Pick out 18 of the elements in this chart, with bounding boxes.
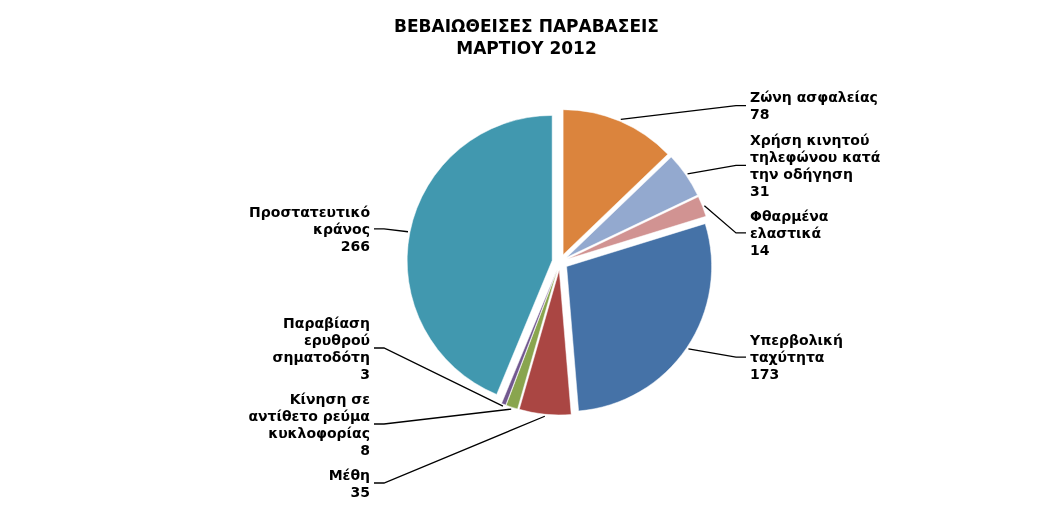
data-label: 173	[750, 366, 780, 383]
slice-label: Ζώνη ασφαλείας	[750, 89, 878, 106]
chart-subtitle: ΜΑΡΤΙΟΥ 2012	[456, 38, 597, 58]
slice-label: Προστατευτικό κράνος	[249, 203, 371, 237]
data-label: 78	[750, 106, 770, 123]
data-label: 14	[750, 241, 770, 258]
data-label: 266	[340, 237, 370, 254]
slice-label: Χρήση κινητού τηλεφώνου κατά την οδήγηση	[750, 131, 881, 182]
slice-label: Κίνηση σε αντίθετο ρεύμα κυκλοφορίας	[248, 390, 371, 441]
data-label: 8	[360, 441, 370, 458]
slice-label: Υπερβολική ταχύτητα	[749, 332, 843, 366]
data-label: 35	[350, 483, 370, 500]
chart-title: ΒΕΒΑΙΩΘΕΙΣΕΣ ΠΑΡΑΒΑΣΕΙΣ	[394, 16, 659, 36]
slice-label: Παραβίαση ερυθρού σηματοδότη	[272, 314, 370, 365]
slice-label: Μέθη	[328, 466, 370, 483]
data-label: 31	[750, 182, 770, 199]
data-label: 3	[360, 365, 370, 382]
slice-label: Φθαρμένα ελαστικά	[750, 207, 829, 241]
